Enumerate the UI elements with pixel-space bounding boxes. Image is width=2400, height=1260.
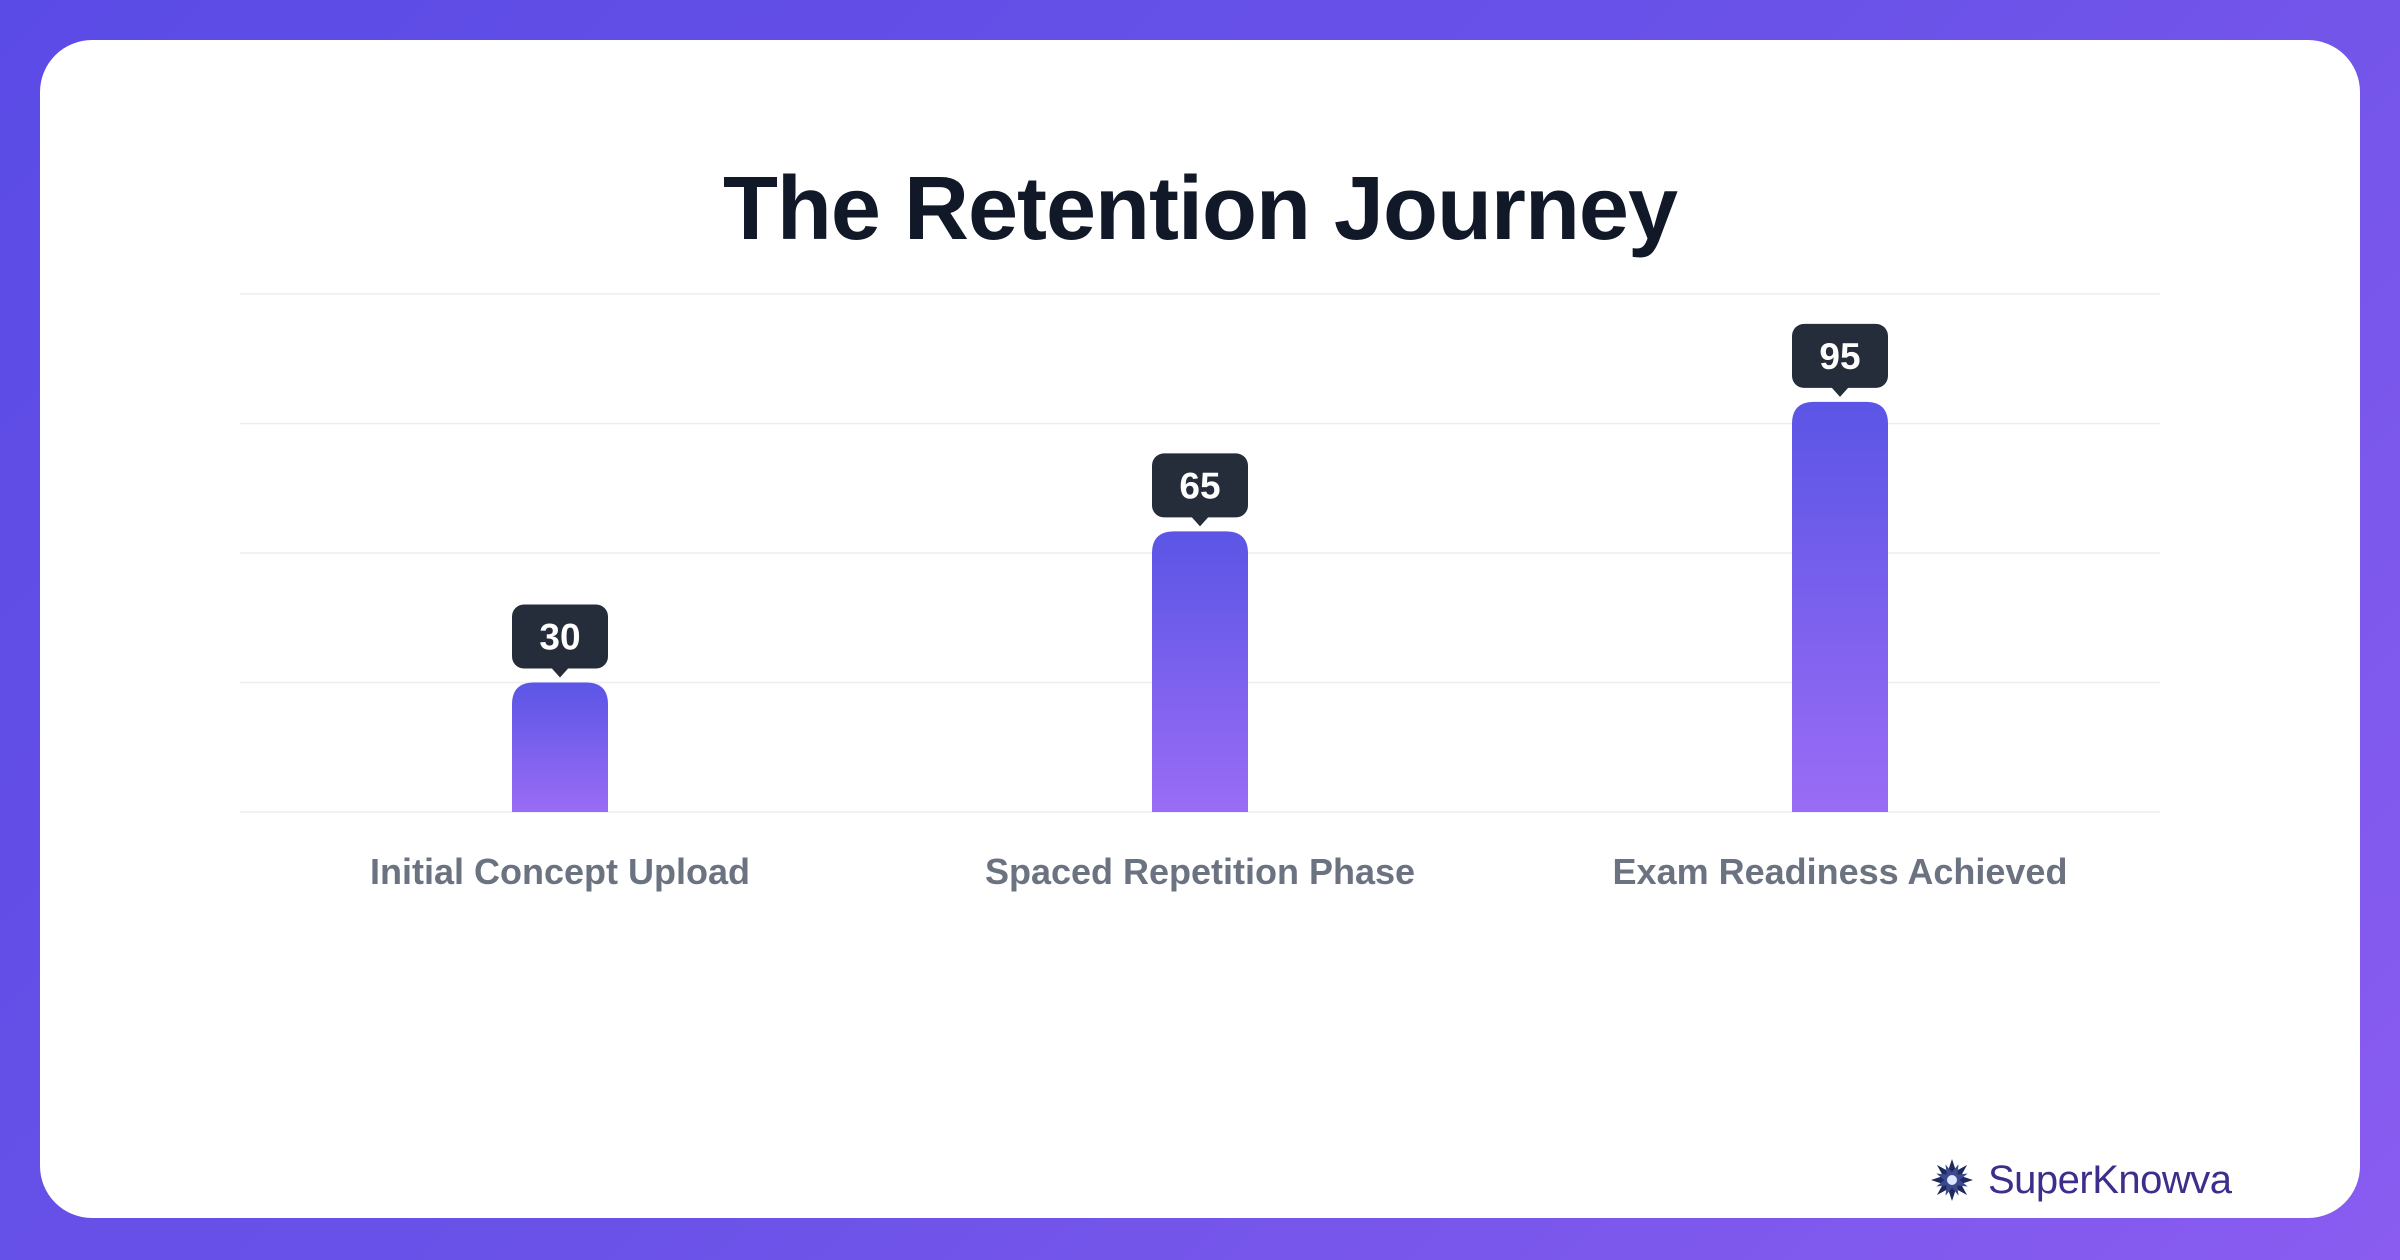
value-label: 65 <box>1179 465 1220 506</box>
brand: SuperKnowva <box>1930 1152 2232 1208</box>
bar <box>1792 401 1888 812</box>
star-burst-logo-icon <box>1931 1159 1973 1201</box>
category-label: Spaced Repetition Phase <box>985 851 1415 892</box>
value-badge: 30 <box>512 604 608 678</box>
category-label: Exam Readiness Achieved <box>1613 851 2068 892</box>
value-badge: 95 <box>1792 323 1888 397</box>
value-badge: 65 <box>1152 453 1248 527</box>
category-labels: Initial Concept Upload Spaced Repetition … <box>370 851 2067 892</box>
value-label: 30 <box>539 617 580 658</box>
chart-title: The Retention Journey <box>722 159 1678 259</box>
category-label: Initial Concept Upload <box>370 851 750 892</box>
value-label: 95 <box>1819 336 1860 377</box>
bar <box>512 682 608 812</box>
bar <box>1152 531 1248 812</box>
data-labels: 30 65 95 <box>512 323 1888 678</box>
brand-name: SuperKnowva <box>1988 1157 2232 1202</box>
bars <box>512 401 1888 812</box>
